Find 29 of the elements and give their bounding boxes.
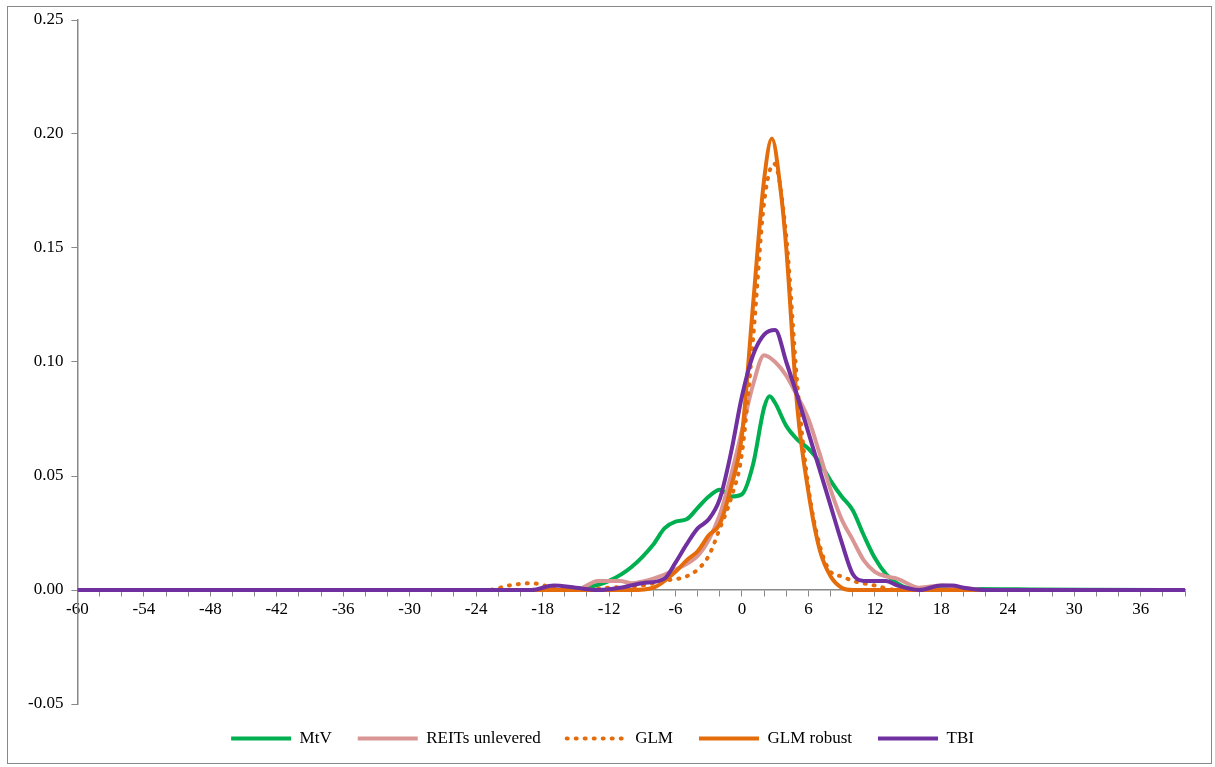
x-tick-label: -60: [66, 598, 89, 618]
y-tick-label: -0.05: [27, 693, 64, 713]
legend-label: MtV: [299, 727, 333, 747]
x-tick-label: -24: [464, 598, 488, 618]
x-tick-label: -30: [398, 598, 422, 618]
legend-label: TBI: [946, 727, 975, 747]
x-tick-label: 12: [866, 598, 884, 618]
x-tick-label: -6: [668, 598, 683, 618]
x-tick-label: 18: [932, 598, 950, 618]
x-tick-label: 6: [804, 598, 813, 618]
y-tick-label: 0.20: [33, 123, 64, 143]
x-tick-label: -18: [531, 598, 554, 618]
x-tick-label: -36: [331, 598, 355, 618]
x-tick-label: -42: [265, 598, 289, 618]
legend-label: GLM robust: [767, 727, 853, 747]
x-tick-label: 24: [999, 598, 1017, 618]
x-tick-label: -54: [132, 598, 156, 618]
y-tick-label: 0.15: [33, 237, 64, 257]
y-tick-label: 0.05: [33, 465, 64, 485]
legend-label: REITs unlevered: [426, 727, 542, 747]
x-tick-label: 30: [1065, 598, 1083, 618]
y-tick-label: 0.00: [33, 579, 64, 599]
x-tick-label: 0: [737, 598, 747, 618]
x-tick-label: 36: [1132, 598, 1150, 618]
x-tick-label: -12: [597, 598, 621, 618]
x-tick-label: -48: [198, 598, 222, 618]
legend-label: GLM: [635, 727, 673, 747]
y-tick-label: 0.25: [33, 9, 64, 29]
y-tick-label: 0.10: [33, 351, 64, 371]
